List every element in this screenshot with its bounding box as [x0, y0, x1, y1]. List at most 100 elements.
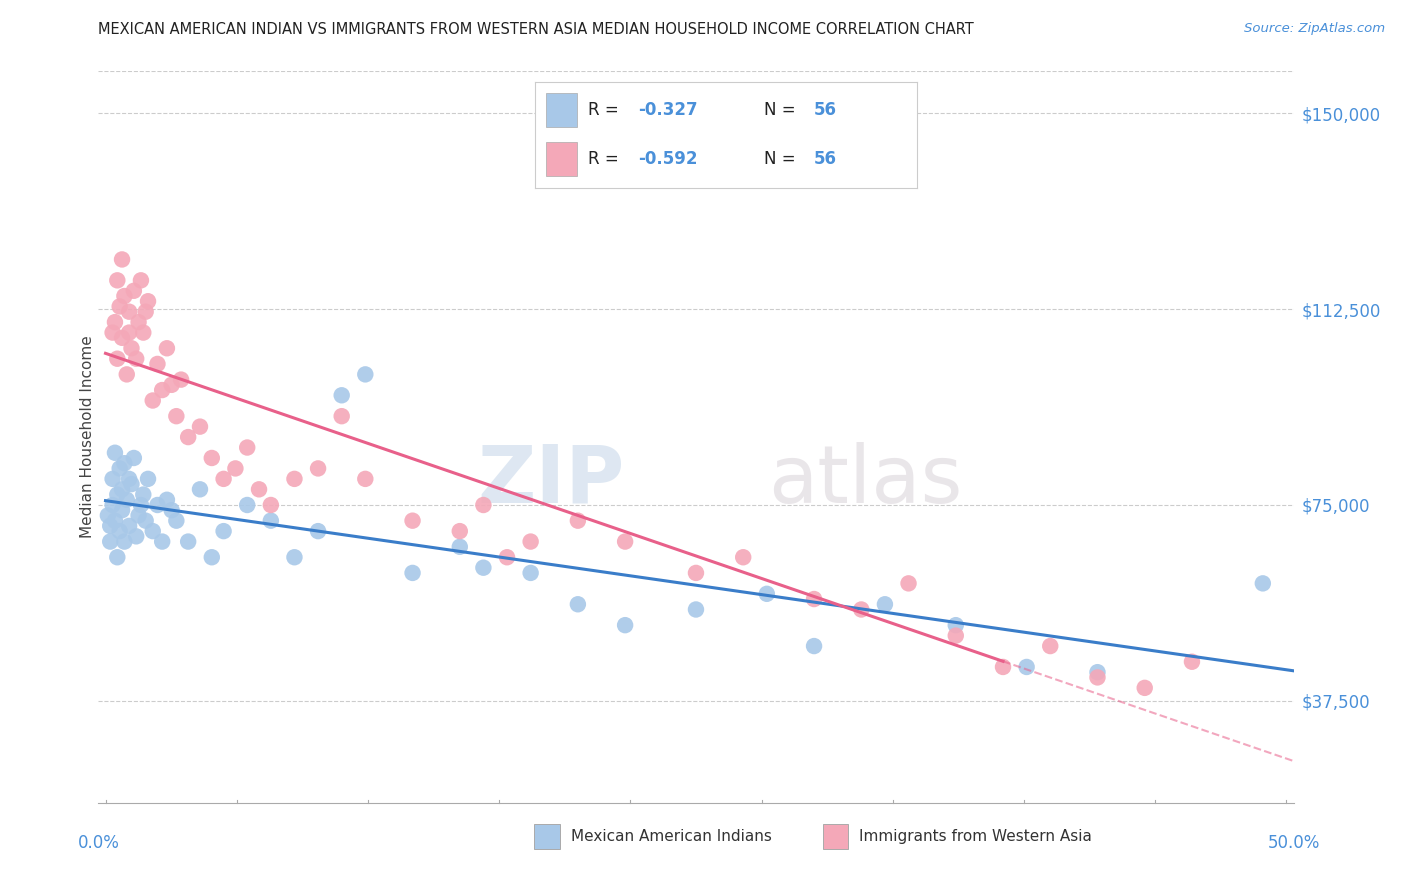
Point — [1133, 681, 1156, 695]
Point — [129, 498, 152, 512]
Point — [115, 368, 138, 382]
Point — [401, 514, 423, 528]
Point — [150, 383, 173, 397]
Point — [132, 487, 155, 501]
Point — [112, 456, 135, 470]
Point — [128, 315, 150, 329]
Point — [496, 550, 519, 565]
Point — [1181, 655, 1204, 669]
Point — [122, 284, 145, 298]
Point — [307, 461, 329, 475]
Point — [111, 252, 134, 267]
Point — [160, 377, 183, 392]
Point — [104, 446, 127, 460]
Text: MEXICAN AMERICAN INDIAN VS IMMIGRANTS FROM WESTERN ASIA MEDIAN HOUSEHOLD INCOME : MEXICAN AMERICAN INDIAN VS IMMIGRANTS FR… — [98, 22, 974, 37]
Point — [260, 514, 283, 528]
Point — [851, 602, 873, 616]
Point — [472, 498, 495, 512]
Point — [165, 514, 187, 528]
Point — [991, 660, 1014, 674]
Point — [146, 498, 169, 512]
Point — [156, 341, 179, 355]
Point — [122, 450, 145, 465]
Point — [472, 560, 495, 574]
Point — [101, 326, 124, 340]
Point — [121, 341, 143, 355]
Point — [685, 602, 707, 616]
Point — [201, 550, 224, 565]
Point — [150, 534, 173, 549]
Point — [104, 514, 127, 528]
Point — [118, 519, 141, 533]
Point — [449, 540, 471, 554]
Point — [330, 409, 353, 424]
Point — [1087, 665, 1109, 680]
Point — [160, 503, 183, 517]
Point — [755, 587, 778, 601]
Point — [945, 629, 967, 643]
Point — [111, 331, 134, 345]
Point — [98, 534, 121, 549]
Point — [212, 524, 235, 538]
Point — [105, 550, 128, 565]
Text: atlas: atlas — [768, 442, 962, 520]
Point — [104, 315, 127, 329]
Point — [146, 357, 169, 371]
Point — [142, 393, 165, 408]
Point — [449, 524, 471, 538]
Point — [112, 289, 135, 303]
Point — [201, 450, 224, 465]
Point — [135, 304, 157, 318]
Point — [112, 534, 135, 549]
Point — [283, 550, 305, 565]
Point — [1015, 660, 1038, 674]
Point — [98, 519, 121, 533]
Point — [170, 373, 193, 387]
Point — [945, 618, 967, 632]
Point — [236, 498, 259, 512]
Point — [614, 618, 637, 632]
Point — [733, 550, 755, 565]
Point — [105, 487, 128, 501]
Point — [283, 472, 305, 486]
Point — [685, 566, 707, 580]
Point — [567, 597, 589, 611]
Point — [118, 304, 141, 318]
Point — [115, 492, 138, 507]
Point — [354, 472, 377, 486]
Text: Mexican American Indians: Mexican American Indians — [571, 830, 772, 844]
Y-axis label: Median Household Income: Median Household Income — [80, 335, 94, 539]
Point — [129, 273, 152, 287]
Point — [105, 351, 128, 366]
Point — [519, 566, 541, 580]
Point — [567, 514, 589, 528]
Point — [236, 441, 259, 455]
Point — [142, 524, 165, 538]
Text: 0.0%: 0.0% — [77, 834, 120, 852]
Point — [108, 524, 131, 538]
Point — [1087, 670, 1109, 684]
Point — [108, 461, 131, 475]
Point — [111, 483, 134, 497]
Point — [165, 409, 187, 424]
Point — [125, 351, 148, 366]
Point — [247, 483, 270, 497]
Point — [224, 461, 246, 475]
Point — [136, 294, 159, 309]
Point — [330, 388, 353, 402]
Point — [519, 534, 541, 549]
Point — [101, 498, 124, 512]
Point — [1039, 639, 1062, 653]
Point — [121, 477, 143, 491]
Point — [118, 472, 141, 486]
Point — [897, 576, 920, 591]
Point — [125, 529, 148, 543]
Point — [128, 508, 150, 523]
Point — [136, 472, 159, 486]
Point — [105, 273, 128, 287]
Text: 50.0%: 50.0% — [1267, 834, 1320, 852]
Point — [111, 503, 134, 517]
Point — [1251, 576, 1274, 591]
Point — [118, 326, 141, 340]
Text: ZIP: ZIP — [477, 442, 624, 520]
